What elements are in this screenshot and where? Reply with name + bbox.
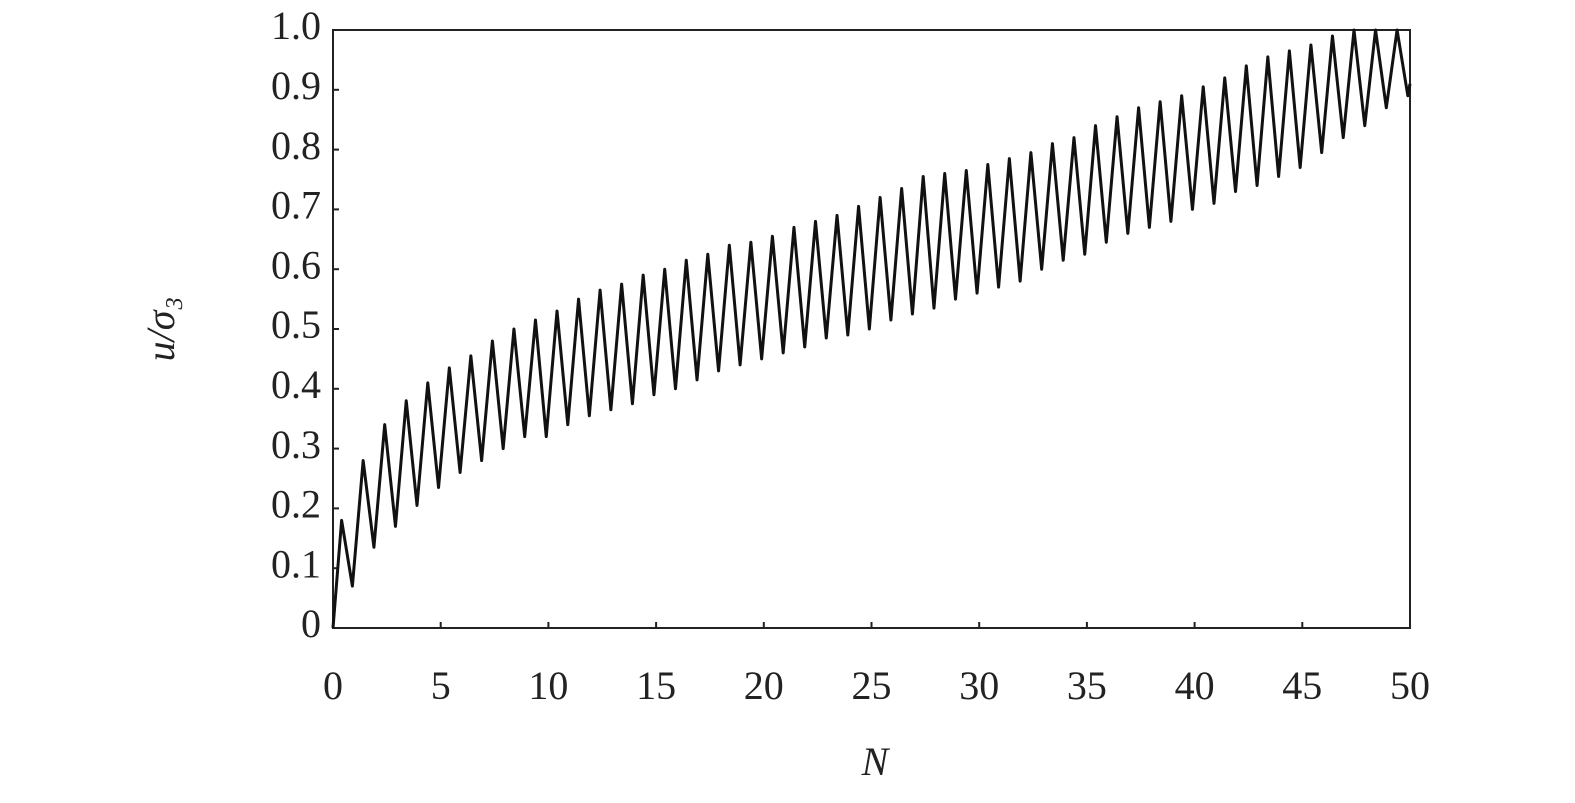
- x-tick-label: 10: [528, 663, 568, 708]
- x-tick-label: 15: [636, 663, 676, 708]
- y-axis-label: u/σ₃: [138, 297, 183, 362]
- x-axis-label: N: [861, 739, 891, 784]
- y-tick-label: 0.3: [271, 422, 321, 467]
- plot-frame: [332, 29, 1411, 629]
- y-tick-label: 0.6: [271, 242, 321, 287]
- y-tick-label: 0.8: [271, 123, 321, 168]
- x-tick-label: 45: [1282, 663, 1322, 708]
- data-line: [331, 28, 1412, 629]
- y-tick-label: 0.9: [271, 63, 321, 108]
- y-tick-label: 0.4: [271, 362, 321, 407]
- y-tick-label: 0.1: [271, 541, 321, 586]
- x-tick-label: 0: [323, 663, 343, 708]
- x-tick-label: 40: [1175, 663, 1215, 708]
- x-tick-label: 20: [744, 663, 784, 708]
- x-tick-label: 35: [1067, 663, 1107, 708]
- y-tick-label: 0.7: [271, 183, 321, 228]
- x-tick-label: 5: [431, 663, 451, 708]
- x-tick-label: 30: [959, 663, 999, 708]
- y-tick-label: 0: [301, 601, 321, 646]
- y-tick-label: 0.5: [271, 302, 321, 347]
- x-tick-label: 50: [1390, 663, 1430, 708]
- y-tick-label: 0.2: [271, 482, 321, 527]
- y-tick-label: 1.0: [271, 3, 321, 48]
- x-tick-label: 25: [852, 663, 892, 708]
